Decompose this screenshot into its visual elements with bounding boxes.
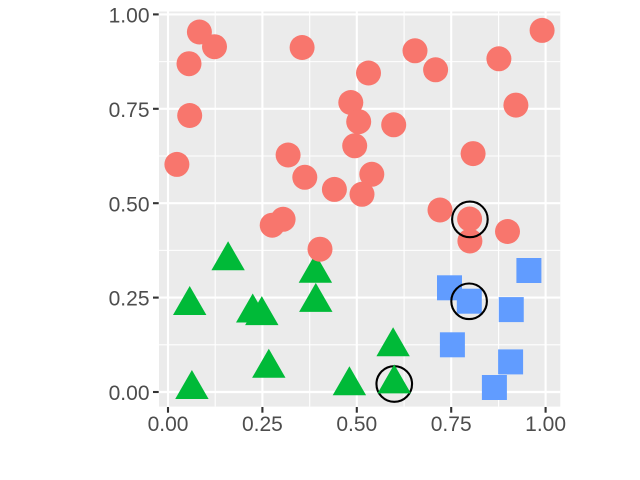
svg-text:0.25: 0.25 bbox=[242, 413, 283, 436]
svg-text:0.00: 0.00 bbox=[148, 413, 189, 436]
svg-text:0.75: 0.75 bbox=[431, 413, 472, 436]
svg-text:0.25: 0.25 bbox=[109, 288, 150, 311]
svg-text:1.00: 1.00 bbox=[109, 5, 150, 28]
svg-text:0.50: 0.50 bbox=[336, 413, 377, 436]
svg-text:1.00: 1.00 bbox=[525, 413, 566, 436]
svg-text:0.00: 0.00 bbox=[109, 382, 150, 405]
svg-text:0.50: 0.50 bbox=[109, 193, 150, 216]
svg-text:0.75: 0.75 bbox=[109, 99, 150, 122]
